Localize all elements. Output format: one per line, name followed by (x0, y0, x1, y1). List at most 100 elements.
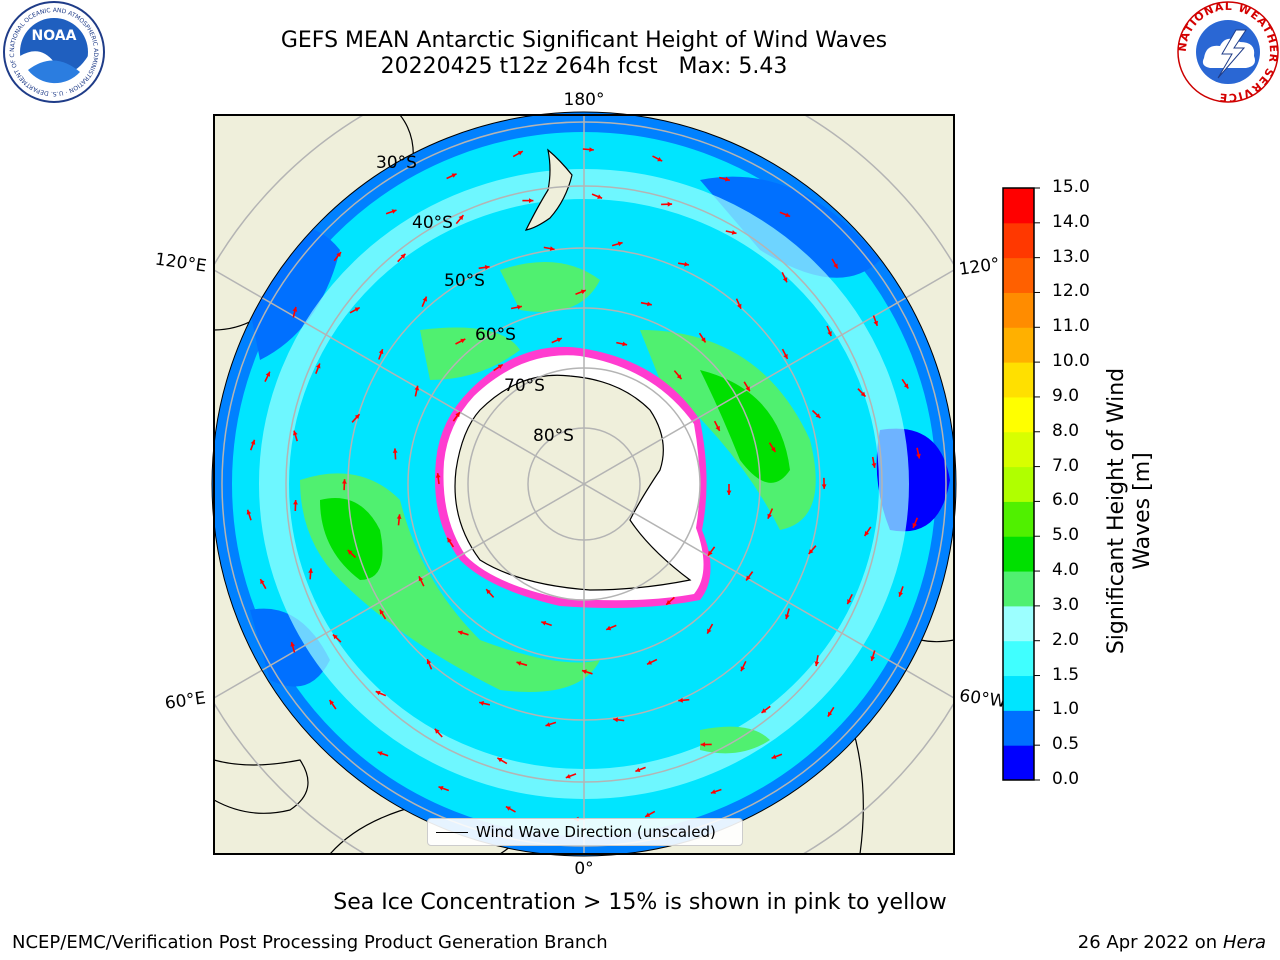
colorbar-tick-label: 9.0 (1052, 385, 1080, 406)
colorbar-segment (1003, 292, 1034, 328)
lon-label-60w: 60°W (958, 686, 1007, 712)
svg-text:NOAA: NOAA (32, 28, 77, 44)
wave-direction-arrowhead (701, 337, 706, 343)
wave-direction-arrowhead (484, 265, 490, 270)
legend-line-swatch (436, 831, 468, 833)
wave-direction-arrowhead (549, 246, 555, 251)
wave-direction-arrowhead (737, 303, 742, 309)
colorbar-tick-label: 0.0 (1052, 769, 1080, 789)
wave-direction-arrowhead (293, 500, 298, 505)
sea-ice-note: Sea Ice Concentration > 15% is shown in … (333, 890, 947, 915)
wave-direction-arrowhead (710, 789, 716, 794)
lat-label-80s: 80°S (533, 426, 574, 446)
colorbar-segment (1003, 675, 1034, 711)
wave-direction-arrowhead (582, 669, 587, 675)
wave-direction-arrowhead (903, 383, 909, 389)
wave-direction-arrowhead (336, 252, 341, 257)
colorbar-tick-label: 5.0 (1052, 525, 1080, 546)
colorbar-tick-label: 3.0 (1052, 594, 1080, 615)
lat-label-40s: 40°S (412, 213, 453, 233)
wave-direction-arrowhead (617, 241, 623, 247)
colorbar-tick-label: 0.5 (1052, 734, 1080, 755)
map-subtitle: 20220425 t12z 264h fcst Max: 5.43 (380, 54, 788, 79)
wave-direction-arrowhead (246, 509, 252, 515)
colorbar-segment (1003, 710, 1034, 746)
wave-direction-arrowhead (422, 296, 427, 302)
noaa-logo: NOAA NATIONAL OCEANIC AND ATMOSPHERIC AD… (0, 0, 105, 103)
colorbar-segment (1003, 466, 1034, 502)
wave-direction-arrowhead (458, 215, 464, 221)
credit-text: NCEP/EMC/Verification Post Processing Pr… (12, 932, 608, 953)
wave-direction-arrowhead (426, 659, 432, 665)
wave-direction-arrowhead (486, 589, 491, 595)
wave-direction-arrowhead (833, 263, 838, 269)
wave-direction-arrowhead (479, 701, 484, 706)
wave-direction-arrowhead (647, 660, 652, 665)
wave-direction-arrowhead (871, 463, 877, 468)
wave-direction-arrowhead (589, 147, 594, 152)
wave-direction-arrowhead (715, 425, 720, 431)
wave-direction-arrowhead (785, 212, 791, 217)
wave-direction-arrowhead (505, 806, 511, 811)
colorbar-segment (1003, 257, 1034, 293)
wave-direction-arrowhead (597, 194, 603, 199)
wave-direction-arrowhead (667, 201, 673, 207)
wave-direction-arrowhead (292, 306, 298, 312)
wave-direction-arrowhead (377, 751, 383, 756)
colorbar-segment (1003, 536, 1034, 572)
wave-direction-arrowhead (745, 386, 750, 392)
lat-label-70s: 70°S (504, 376, 545, 396)
wave-direction-arrowhead (347, 549, 353, 555)
wave-direction-arrowhead (782, 277, 788, 283)
wave-direction-arrowhead (250, 439, 256, 445)
colorbar-segment (1003, 431, 1034, 468)
colorbar-segment (1003, 501, 1034, 537)
wave-direction-arrowhead (731, 230, 737, 235)
map-title: GEFS MEAN Antarctic Significant Height o… (280, 28, 888, 53)
wave-direction-arrowhead (497, 757, 503, 763)
colorbar (1002, 187, 1040, 781)
wind-wave-arrows (246, 147, 921, 822)
colorbar-label: Significant Height of Wind Waves [m] (1104, 367, 1155, 655)
wave-direction-arrowhead (622, 341, 628, 347)
colorbar-segment (1003, 222, 1034, 259)
wave-direction-arrowhead (606, 625, 612, 631)
wave-direction-arrowhead (676, 374, 682, 380)
colorbar-segment (1003, 640, 1034, 677)
wave-direction-arrowhead (400, 253, 406, 259)
wave-direction-arrowhead (870, 656, 876, 661)
map-legend: Wind Wave Direction (unscaled) (427, 818, 743, 846)
wave-direction-arrowhead (678, 697, 683, 703)
wave-direction-arrowhead (517, 151, 523, 156)
wave-direction-arrowhead (418, 576, 424, 582)
lat-label-30s: 30°S (376, 153, 417, 173)
wave-direction-arrowhead (342, 479, 347, 484)
wave-direction-arrowhead (613, 717, 618, 723)
wave-direction-arrowhead (391, 209, 397, 214)
wave-direction-arrowhead (458, 630, 463, 636)
wave-direction-arrowhead (814, 661, 820, 667)
colorbar-tick-label: 6.0 (1052, 490, 1080, 511)
wave-direction-arrowhead (392, 448, 398, 453)
wave-direction-arrowhead (827, 331, 832, 337)
colorbar-tick-label: 14.0 (1052, 211, 1090, 232)
legend-label: Wind Wave Direction (unscaled) (476, 823, 716, 841)
wave-direction-arrowhead (556, 337, 562, 343)
wave-direction-arrowhead (726, 490, 732, 495)
wave-direction-arrowhead (724, 176, 730, 182)
wave-direction-arrowhead (290, 642, 295, 647)
colorbar-segment (1003, 362, 1034, 398)
colorbar-segment (1003, 396, 1034, 433)
colorbar-tick-label: 12.0 (1052, 281, 1090, 302)
wave-direction-arrowhead (898, 591, 903, 597)
wave-direction-arrowhead (761, 708, 767, 713)
wave-direction-arrowhead (746, 575, 751, 581)
lat-label-60s: 60°S (475, 325, 516, 345)
wave-direction-arrowhead (821, 484, 827, 489)
colorbar-tick-label: 7.0 (1052, 455, 1080, 476)
wave-direction-arrowhead (708, 550, 713, 556)
colorbar-segment (1003, 188, 1034, 224)
wave-direction-arrowhead (316, 363, 321, 369)
colorbar-segment (1003, 571, 1034, 607)
wave-direction-arrowhead (873, 320, 878, 326)
